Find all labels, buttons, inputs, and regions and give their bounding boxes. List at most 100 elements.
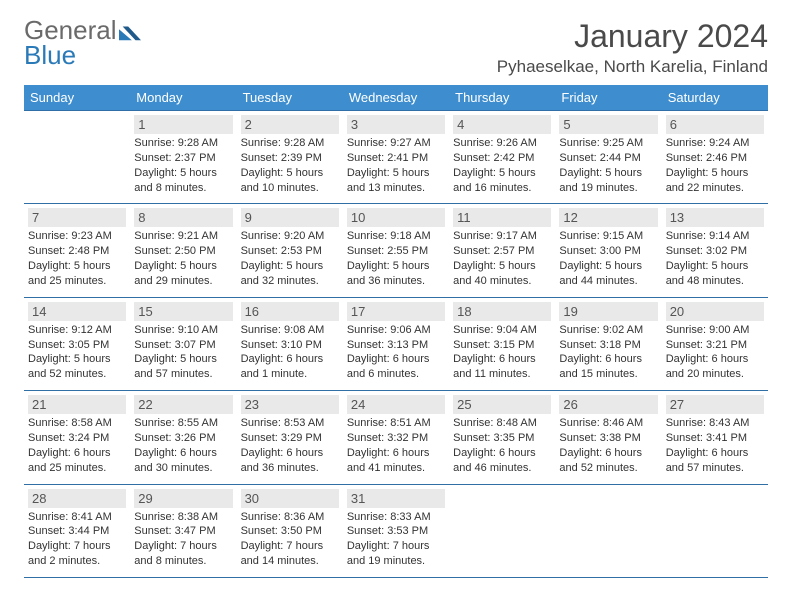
sunset-text: Sunset: 2:50 PM [134,244,232,259]
daylight-text-2: and 44 minutes. [559,274,657,289]
day-header: Thursday [449,85,555,111]
daylight-text-1: Daylight: 5 hours [453,166,551,181]
daylight-text-1: Daylight: 6 hours [347,446,445,461]
day-cell: 13 Sunrise: 9:14 AMSunset: 3:02 PMDayligh… [662,204,768,297]
day-cell: 6 Sunrise: 9:24 AMSunset: 2:46 PMDaylight… [662,111,768,204]
empty-cell [449,484,555,577]
sunrise-text: Sunrise: 9:25 AM [559,136,657,151]
day-cell: 28Sunrise: 8:41 AMSunset: 3:44 PMDayligh… [24,484,130,577]
daylight-text-2: and 32 minutes. [241,274,339,289]
calendar-row: 1Sunrise: 9:28 AMSunset: 2:37 PMDaylight… [24,111,768,204]
day-info: Sunrise: 9:20 AMSunset: 2:53 PMDaylight:… [241,229,339,288]
day-cell: 25Sunrise: 8:48 AMSunset: 3:35 PMDayligh… [449,391,555,484]
calendar-row: 14 Sunrise: 9:12 AMSunset: 3:05 PMDayligh… [24,297,768,390]
calendar-row: 28Sunrise: 8:41 AMSunset: 3:44 PMDayligh… [24,484,768,577]
day-cell: 3 Sunrise: 9:27 AMSunset: 2:41 PMDaylight… [343,111,449,204]
brand-logo: GeneralBlue [24,18,141,67]
day-number: 10 [347,208,445,227]
day-cell: 20Sunrise: 9:00 AMSunset: 3:21 PMDayligh… [662,297,768,390]
daylight-text-1: Daylight: 5 hours [28,352,126,367]
calendar-row: 7Sunrise: 9:23 AMSunset: 2:48 PMDaylight… [24,204,768,297]
daylight-text-1: Daylight: 6 hours [453,352,551,367]
sunset-text: Sunset: 3:53 PM [347,524,445,539]
day-info: Sunrise: 9:12 AMSunset: 3:05 PMDaylight:… [28,323,126,382]
daylight-text-2: and 25 minutes. [28,274,126,289]
day-header: Tuesday [237,85,343,111]
day-cell: 26Sunrise: 8:46 AMSunset: 3:38 PMDayligh… [555,391,661,484]
daylight-text-2: and 13 minutes. [347,181,445,196]
sunset-text: Sunset: 3:07 PM [134,338,232,353]
day-cell: 4Sunrise: 9:26 AMSunset: 2:42 PMDaylight… [449,111,555,204]
sunset-text: Sunset: 2:57 PM [453,244,551,259]
daylight-text-1: Daylight: 7 hours [134,539,232,554]
day-cell: 5Sunrise: 9:25 AMSunset: 2:44 PMDaylight… [555,111,661,204]
daylight-text-2: and 30 minutes. [134,461,232,476]
day-cell: 22Sunrise: 8:55 AMSunset: 3:26 PMDayligh… [130,391,236,484]
day-number: 23 [241,395,339,414]
day-number: 6 [666,115,764,134]
daylight-text-2: and 22 minutes. [666,181,764,196]
title-block: January 2024 Pyhaeselkae, North Karelia,… [497,18,768,77]
daylight-text-2: and 52 minutes. [559,461,657,476]
day-info: Sunrise: 8:36 AMSunset: 3:50 PMDaylight:… [241,510,339,569]
sunset-text: Sunset: 2:42 PM [453,151,551,166]
day-info: Sunrise: 8:46 AMSunset: 3:38 PMDaylight:… [559,416,657,475]
daylight-text-1: Daylight: 5 hours [241,166,339,181]
day-number: 22 [134,395,232,414]
sunrise-text: Sunrise: 9:10 AM [134,323,232,338]
daylight-text-1: Daylight: 6 hours [559,446,657,461]
day-number: 15 [134,302,232,321]
brand-mark-icon [119,20,141,45]
sunrise-text: Sunrise: 9:28 AM [241,136,339,151]
day-cell: 9Sunrise: 9:20 AMSunset: 2:53 PMDaylight… [237,204,343,297]
day-number: 25 [453,395,551,414]
sunset-text: Sunset: 3:24 PM [28,431,126,446]
day-info: Sunrise: 9:14 AMSunset: 3:02 PMDaylight:… [666,229,764,288]
daylight-text-1: Daylight: 5 hours [453,259,551,274]
day-number: 11 [453,208,551,227]
day-cell: 1Sunrise: 9:28 AMSunset: 2:37 PMDaylight… [130,111,236,204]
sunset-text: Sunset: 2:55 PM [347,244,445,259]
daylight-text-1: Daylight: 5 hours [559,259,657,274]
sunset-text: Sunset: 3:18 PM [559,338,657,353]
day-number: 31 [347,489,445,508]
day-info: Sunrise: 9:18 AMSunset: 2:55 PMDaylight:… [347,229,445,288]
day-header: Sunday [24,85,130,111]
day-number: 4 [453,115,551,134]
day-number: 5 [559,115,657,134]
sunrise-text: Sunrise: 9:24 AM [666,136,764,151]
daylight-text-2: and 57 minutes. [134,367,232,382]
sunrise-text: Sunrise: 9:15 AM [559,229,657,244]
sunset-text: Sunset: 3:05 PM [28,338,126,353]
day-cell: 8Sunrise: 9:21 AMSunset: 2:50 PMDaylight… [130,204,236,297]
day-cell: 7Sunrise: 9:23 AMSunset: 2:48 PMDaylight… [24,204,130,297]
daylight-text-2: and 36 minutes. [241,461,339,476]
day-number: 13 [666,208,764,227]
day-cell: 18Sunrise: 9:04 AMSunset: 3:15 PMDayligh… [449,297,555,390]
daylight-text-1: Daylight: 5 hours [28,259,126,274]
day-cell: 24Sunrise: 8:51 AMSunset: 3:32 PMDayligh… [343,391,449,484]
empty-cell [24,111,130,204]
day-info: Sunrise: 9:10 AMSunset: 3:07 PMDaylight:… [134,323,232,382]
day-info: Sunrise: 9:27 AMSunset: 2:41 PMDaylight:… [347,136,445,195]
calendar-body: 1Sunrise: 9:28 AMSunset: 2:37 PMDaylight… [24,111,768,578]
day-number: 27 [666,395,764,414]
day-cell: 23Sunrise: 8:53 AMSunset: 3:29 PMDayligh… [237,391,343,484]
day-number: 7 [28,208,126,227]
day-info: Sunrise: 8:43 AMSunset: 3:41 PMDaylight:… [666,416,764,475]
daylight-text-1: Daylight: 6 hours [134,446,232,461]
day-cell: 10 Sunrise: 9:18 AMSunset: 2:55 PMDayligh… [343,204,449,297]
day-number: 3 [347,115,445,134]
sunset-text: Sunset: 3:13 PM [347,338,445,353]
sunset-text: Sunset: 3:29 PM [241,431,339,446]
daylight-text-1: Daylight: 5 hours [134,352,232,367]
sunset-text: Sunset: 2:44 PM [559,151,657,166]
day-number: 12 [559,208,657,227]
day-cell: 29Sunrise: 8:38 AMSunset: 3:47 PMDayligh… [130,484,236,577]
location-text: Pyhaeselkae, North Karelia, Finland [497,57,768,77]
day-number: 19 [559,302,657,321]
day-cell: 21Sunrise: 8:58 AMSunset: 3:24 PMDayligh… [24,391,130,484]
day-info: Sunrise: 9:24 AMSunset: 2:46 PMDaylight:… [666,136,764,195]
day-number: 14 [28,302,126,321]
sunrise-text: Sunrise: 8:41 AM [28,510,126,525]
